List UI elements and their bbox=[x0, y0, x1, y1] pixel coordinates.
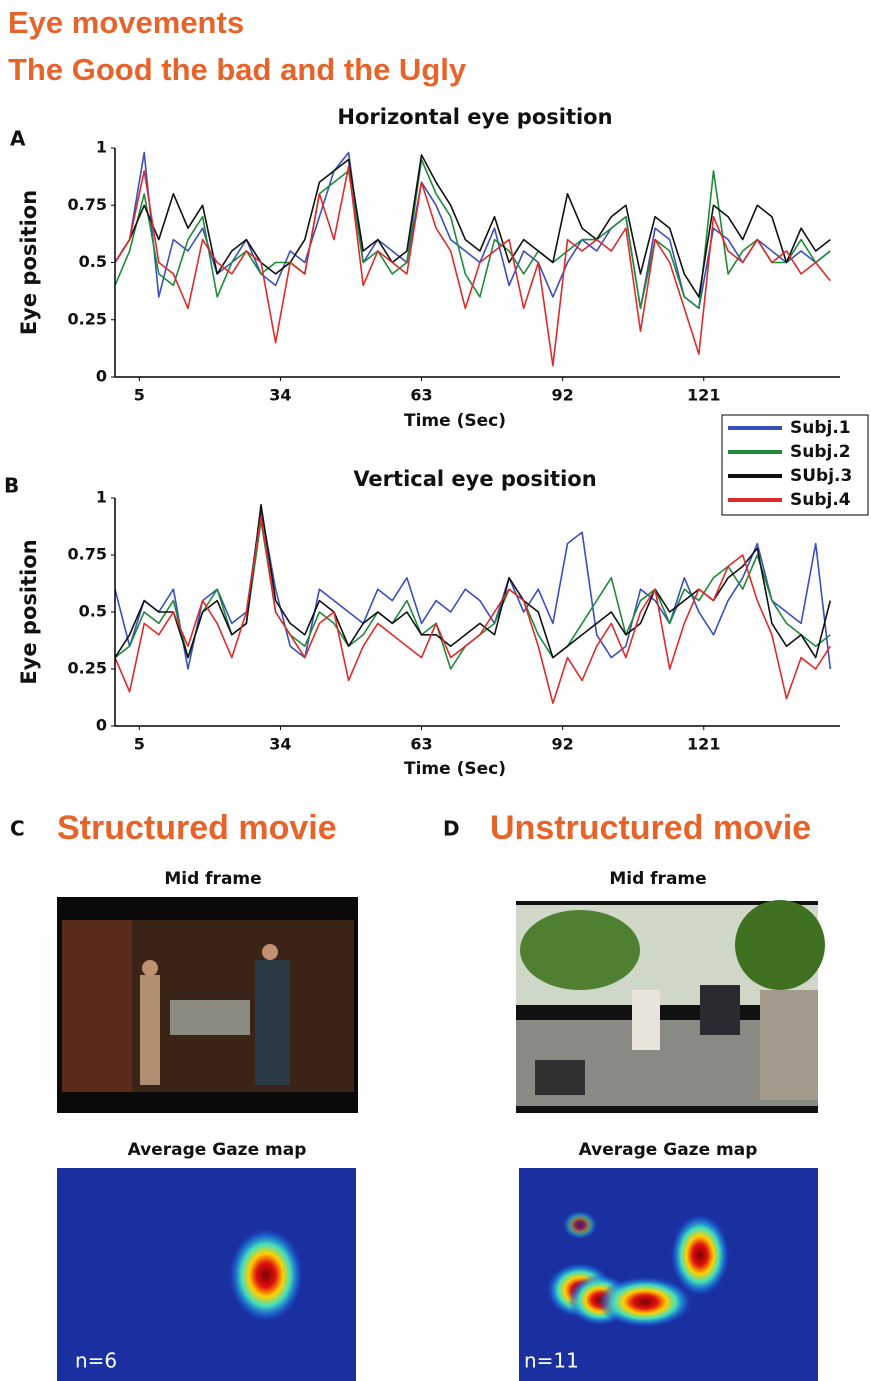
panel-label: A bbox=[10, 127, 26, 151]
caption: Mid frame bbox=[164, 869, 261, 889]
panel-label: C bbox=[10, 817, 25, 841]
x-tick-label: 34 bbox=[269, 735, 291, 754]
x-tick-label: 63 bbox=[410, 735, 432, 754]
x-tick-label: 34 bbox=[269, 386, 291, 405]
legend-label: Subj.2 bbox=[790, 442, 851, 462]
n-label: n=6 bbox=[75, 1349, 117, 1373]
n-label: n=11 bbox=[524, 1349, 579, 1373]
x-axis-label: Time (Sec) bbox=[404, 759, 506, 779]
series-line bbox=[115, 509, 830, 669]
y-tick-label: 0 bbox=[96, 367, 107, 386]
y-tick-label: 0 bbox=[96, 716, 107, 735]
figure: Eye movements The Good the bad and the U… bbox=[0, 0, 871, 1381]
x-tick-label: 63 bbox=[410, 386, 432, 405]
y-axis-label: Eye position bbox=[17, 539, 41, 684]
x-tick-label: 121 bbox=[687, 386, 720, 405]
legend-label: SUbj.3 bbox=[790, 466, 852, 486]
movie-frame bbox=[57, 897, 358, 1113]
y-tick-label: 1 bbox=[96, 488, 107, 507]
legend-label: Subj.4 bbox=[790, 490, 851, 510]
caption: Average Gaze map bbox=[128, 1140, 307, 1160]
x-tick-label: 92 bbox=[552, 386, 574, 405]
x-tick-label: 5 bbox=[134, 386, 145, 405]
y-tick-label: 0.75 bbox=[68, 195, 107, 214]
caption: Mid frame bbox=[609, 869, 706, 889]
series-line bbox=[115, 166, 830, 365]
caption: Average Gaze map bbox=[579, 1140, 758, 1160]
series-line bbox=[115, 155, 830, 297]
page-title: Eye movements bbox=[8, 5, 244, 40]
movie-frame bbox=[516, 900, 825, 1113]
y-tick-label: 0.25 bbox=[68, 309, 107, 328]
x-tick-label: 5 bbox=[134, 735, 145, 754]
legend-label: Subj.1 bbox=[790, 418, 851, 438]
page-subtitle: The Good the bad and the Ugly bbox=[8, 52, 467, 87]
y-tick-label: 0.5 bbox=[79, 252, 107, 271]
chart-title: Horizontal eye position bbox=[337, 105, 612, 129]
panel-label: D bbox=[443, 817, 460, 841]
y-axis-label: Eye position bbox=[17, 190, 41, 335]
y-tick-label: 1 bbox=[96, 138, 107, 157]
x-tick-label: 92 bbox=[552, 735, 574, 754]
panel-label: B bbox=[4, 474, 19, 498]
chart-title: Vertical eye position bbox=[353, 467, 596, 491]
y-tick-label: 0.75 bbox=[68, 545, 107, 564]
x-tick-label: 121 bbox=[687, 735, 720, 754]
panel-title: Unstructured movie bbox=[490, 809, 811, 847]
x-axis-label: Time (Sec) bbox=[404, 411, 506, 431]
y-tick-label: 0.25 bbox=[68, 659, 107, 678]
panel-title: Structured movie bbox=[57, 809, 337, 847]
y-tick-label: 0.5 bbox=[79, 602, 107, 621]
series-line bbox=[115, 516, 830, 703]
